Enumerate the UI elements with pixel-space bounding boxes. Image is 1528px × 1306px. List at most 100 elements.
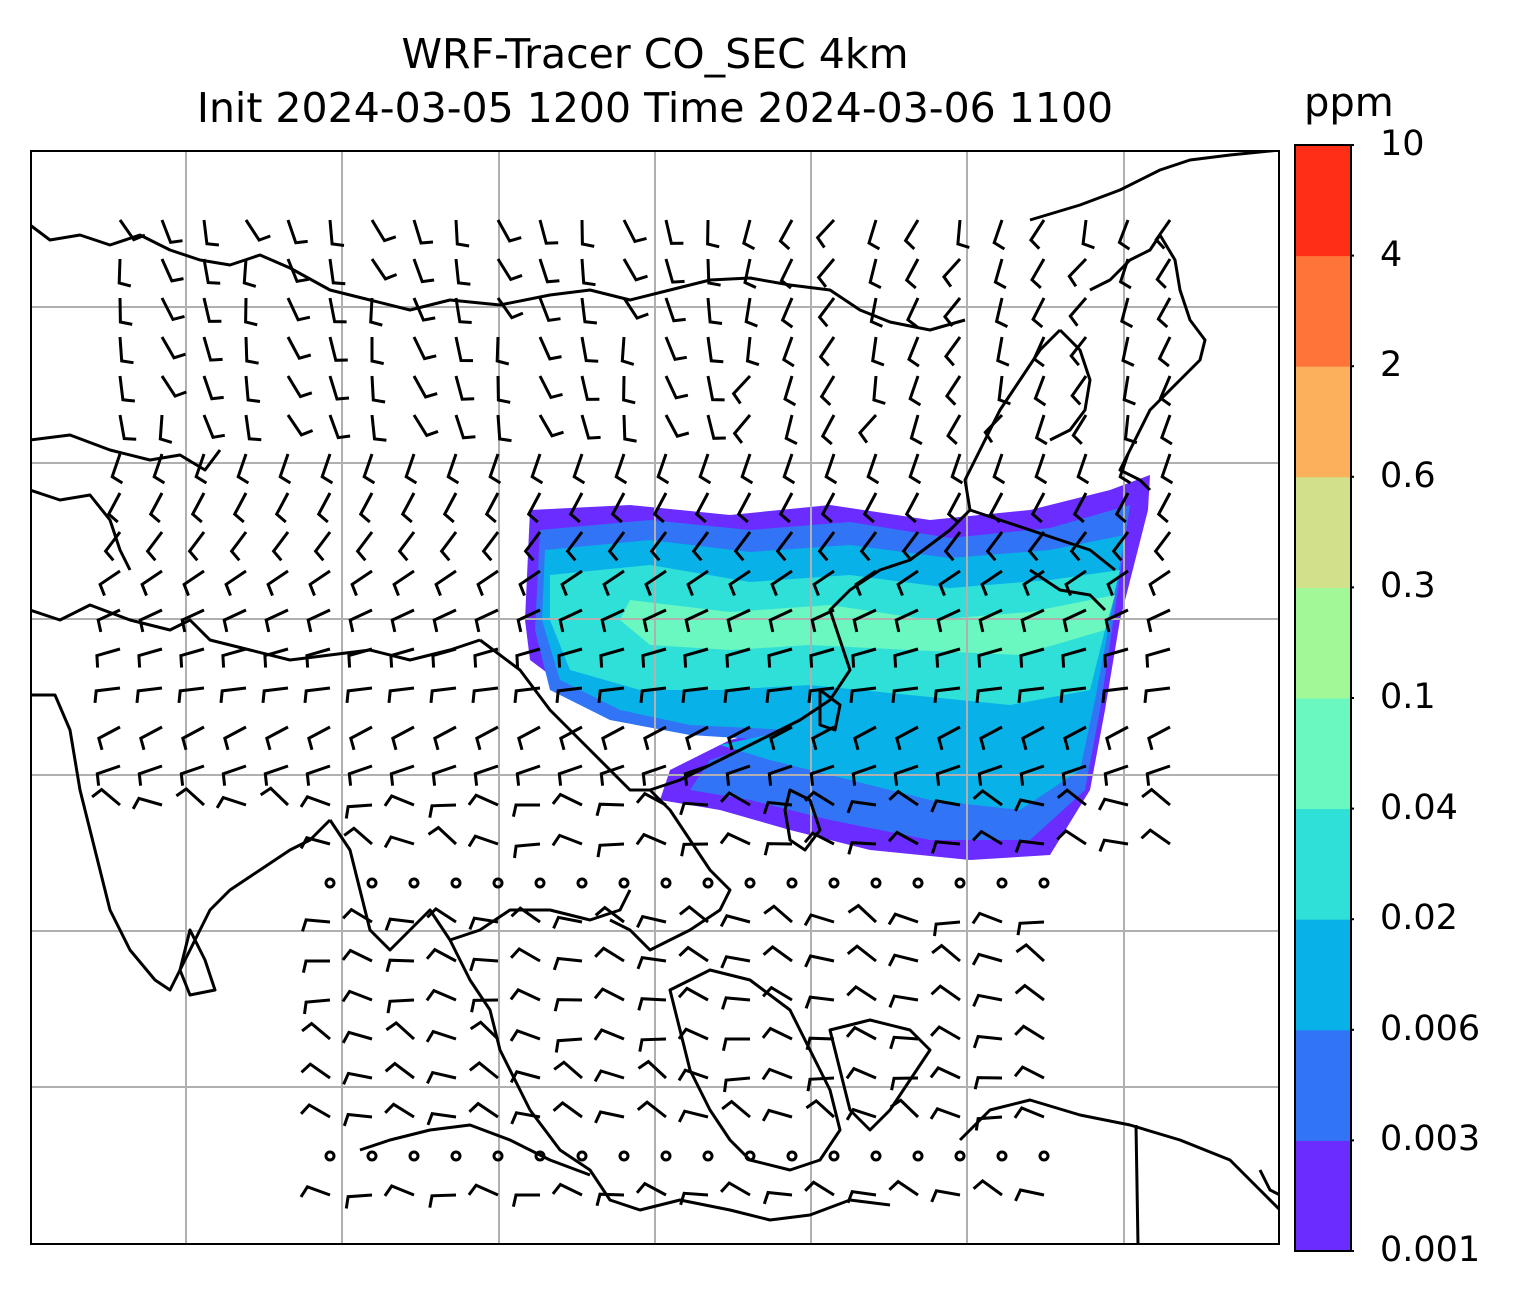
wind-barb (1016, 920, 1045, 936)
wind-barb (509, 1070, 541, 1084)
wind-barb (384, 1061, 415, 1080)
wind-barb (975, 686, 1003, 704)
wind-barb (1034, 453, 1048, 485)
wind-barb (341, 948, 373, 963)
wind-barb (1118, 453, 1132, 485)
wind-barb (642, 608, 667, 633)
wind-barb (538, 414, 564, 438)
wind-barb (232, 492, 248, 524)
wind-barb (1032, 336, 1046, 368)
wind-barb (846, 984, 877, 1002)
wind-barb (972, 829, 1003, 846)
colorbar-tick-label: 4 (1380, 234, 1403, 275)
wind-barb (412, 297, 436, 322)
wind-barb (593, 1028, 625, 1041)
wind-barb (779, 258, 794, 290)
wind-barb (595, 802, 625, 817)
wind-barb (467, 793, 499, 807)
wind-barb (972, 1178, 1003, 1197)
wind-barb (867, 219, 881, 251)
wind-barb (664, 336, 688, 361)
calm-wind-marker (492, 1150, 504, 1162)
colorbar (1294, 144, 1354, 1252)
wind-barb (1015, 942, 1046, 963)
wind-barb (454, 258, 471, 286)
calm-wind-marker (828, 877, 840, 889)
colorbar-bin-8 (1295, 255, 1351, 367)
wind-barb (1033, 375, 1047, 407)
wind-barb (781, 336, 795, 368)
wind-barb (804, 1180, 835, 1197)
wind-barb (610, 492, 626, 524)
wind-barb (308, 569, 331, 597)
wind-barb (595, 1192, 625, 1207)
wind-barb (972, 788, 1003, 807)
wind-barb (557, 647, 583, 668)
calm-wind-marker (618, 877, 630, 889)
wind-barb (244, 375, 261, 403)
wind-barb (510, 906, 541, 924)
wind-barb (138, 608, 163, 633)
wind-barb (677, 1068, 709, 1082)
wind-barb (977, 764, 1003, 786)
wind-barb (684, 608, 709, 633)
wind-barb (427, 825, 458, 846)
wind-barb (762, 1190, 793, 1205)
wind-barb (1104, 608, 1129, 633)
wind-barb (889, 1098, 920, 1119)
wind-barb (1013, 1106, 1045, 1119)
wind-barb (1145, 764, 1171, 786)
wind-barb (215, 795, 247, 809)
colorbar-tick-label: 10 (1380, 124, 1425, 164)
wind-barb (551, 792, 583, 807)
wind-barb (733, 531, 752, 562)
wind-barb (344, 1193, 373, 1209)
wind-barb (106, 492, 122, 524)
wind-barb (565, 531, 584, 562)
wind-barb (244, 414, 262, 442)
wind-barb (1034, 414, 1048, 446)
wind-barb (383, 835, 415, 849)
calm-wind-marker (534, 1150, 546, 1162)
wind-barb (824, 453, 838, 485)
wind-barb (944, 375, 962, 406)
wind-barb (392, 569, 415, 597)
wind-barb (644, 569, 667, 597)
wind-barb (817, 297, 836, 328)
wind-barb (950, 453, 964, 485)
wind-barb (664, 219, 684, 245)
wind-barb (782, 453, 796, 485)
wind-barb (342, 1071, 373, 1085)
wind-barb (434, 569, 457, 597)
wind-barb (698, 453, 712, 485)
map-title-line-1: WRF-Tracer CO_SEC 4km (401, 30, 909, 78)
wind-barb (643, 725, 667, 751)
calm-wind-marker (870, 1150, 882, 1162)
wind-barb (305, 647, 331, 668)
wind-barb (807, 686, 835, 704)
wind-barb (745, 336, 760, 367)
wind-barb (817, 531, 836, 562)
wind-barb (118, 375, 136, 403)
calm-wind-marker (870, 877, 882, 889)
wind-barb (496, 219, 522, 243)
wind-barb (985, 531, 1004, 562)
wind-barb (847, 841, 877, 855)
wind-barb (649, 531, 668, 562)
wind-barb (818, 336, 836, 367)
wind-barb (815, 218, 836, 249)
calm-wind-marker (366, 877, 378, 889)
wind-barb (602, 569, 625, 597)
wind-barb (342, 1112, 373, 1127)
wind-barb (387, 686, 415, 704)
wind-barb (971, 952, 1003, 966)
wind-barb (931, 840, 961, 854)
wind-barb (904, 492, 920, 524)
wind-barb (474, 608, 499, 633)
wind-barb (908, 375, 922, 407)
wind-barb (446, 453, 460, 485)
wind-barb (313, 531, 332, 562)
wind-barb (636, 956, 667, 970)
wind-barb (1081, 219, 1095, 250)
wind-barb (145, 531, 164, 562)
